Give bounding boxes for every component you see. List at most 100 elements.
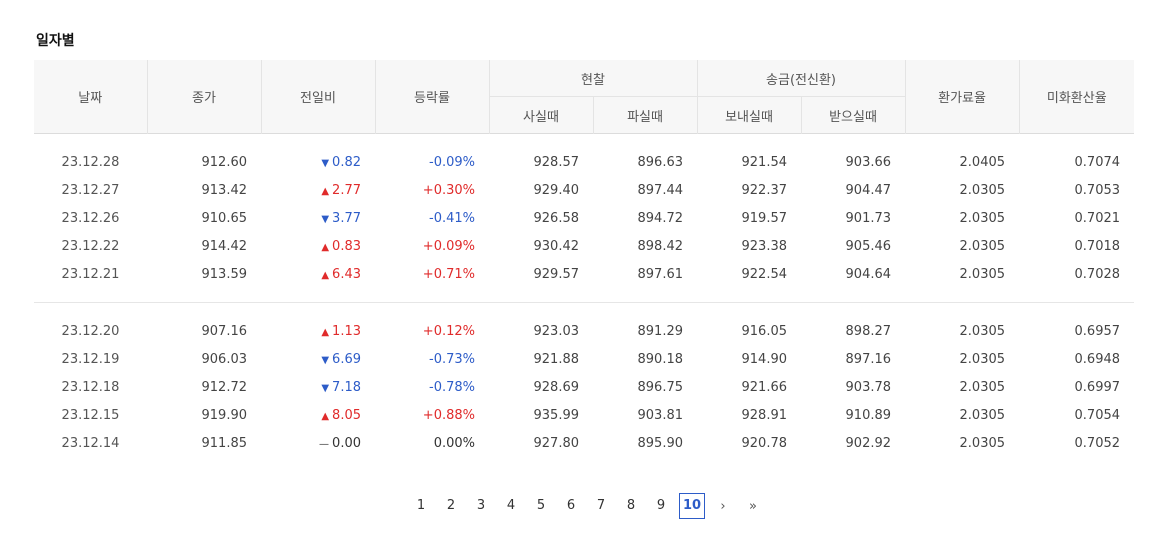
cell-rate: +0.09% — [422, 238, 475, 254]
cell-transfer-receive: 903.66 — [845, 154, 892, 170]
section-title: 일자별 — [36, 33, 75, 49]
col-transfer-group-header: 송금(전신환) — [696, 60, 906, 97]
cell-usd-rate: 0.7021 — [1074, 210, 1121, 226]
cell-change: ▲ 1.13 — [261, 303, 375, 345]
cell-exchange-fee: 2.0305 — [959, 407, 1006, 423]
cell-change: —0.00 — [261, 429, 375, 471]
up-arrow-icon: ▲ — [321, 326, 330, 338]
cell-usd-rate: 0.6997 — [1074, 379, 1121, 395]
cell-date: 23.12.15 — [61, 407, 120, 423]
cell-rate: -0.41% — [429, 210, 475, 226]
cell-cash-sell: 896.75 — [637, 379, 684, 395]
next-page-icon[interactable]: › — [720, 498, 726, 514]
cell-usd-rate: 0.7054 — [1074, 407, 1121, 423]
cell-change: ▼ 7.18 — [261, 373, 375, 401]
cell-exchange-fee: 2.0405 — [959, 154, 1006, 170]
page-1-link[interactable]: 1 — [416, 498, 426, 513]
cell-exchange-fee: 2.0305 — [959, 182, 1006, 198]
cell-change: ▲ 2.77 — [261, 176, 375, 204]
cell-exchange-fee: 2.0305 — [959, 210, 1006, 226]
cell-usd-rate: 0.7053 — [1074, 182, 1121, 198]
cell-close: 913.42 — [201, 182, 248, 198]
cell-transfer-receive: 897.16 — [845, 351, 892, 367]
table-header: 날짜 종가 전일비 등락률 현찰 송금(전신환) 환가료율 미화환산율 사실때 … — [34, 60, 1135, 134]
up-arrow-icon: ▲ — [321, 269, 330, 281]
cell-exchange-fee: 2.0305 — [959, 351, 1006, 367]
down-arrow-icon: ▼ — [321, 382, 330, 394]
cell-date: 23.12.19 — [61, 351, 120, 367]
change-value: 1.13 — [332, 323, 361, 339]
table-body: 23.12.28 912.60 ▼ 0.82 -0.09% 928.57 896.63 921… — [34, 134, 1135, 472]
cell-close: 914.42 — [201, 238, 248, 254]
cell-close: 919.90 — [201, 407, 248, 423]
cell-rate: -0.78% — [429, 379, 475, 395]
change-value: 2.77 — [332, 182, 361, 198]
group-divider — [34, 302, 1135, 303]
cell-exchange-fee: 2.0305 — [959, 266, 1006, 282]
dash-icon: — — [319, 438, 330, 450]
cell-change: ▼ 0.82 — [261, 134, 375, 177]
table-row: 23.12.15 919.90 ▲ 8.05 +0.88% 935.99 903.81 928… — [34, 401, 1134, 429]
down-arrow-icon: ▼ — [321, 213, 330, 225]
change-value: 6.43 — [332, 266, 361, 282]
table-row: 23.12.14 911.85 —0.00 0.00% 927.80 895.90 920.… — [34, 429, 1134, 471]
cell-rate: +0.71% — [422, 266, 475, 282]
down-arrow-icon: ▼ — [321, 157, 330, 169]
col-close-header: 종가 — [146, 60, 261, 134]
up-arrow-icon: ▲ — [321, 410, 330, 422]
cell-cash-sell: 891.29 — [637, 323, 684, 339]
exchange-rate-table: 날짜 종가 전일비 등락률 현찰 송금(전신환) 환가료율 미화환산율 사실때 … — [34, 60, 1135, 472]
page-5-link[interactable]: 5 — [536, 498, 546, 513]
cell-close: 912.72 — [201, 379, 248, 395]
cell-rate: -0.73% — [429, 351, 475, 367]
cell-exchange-fee: 2.0305 — [959, 435, 1006, 451]
down-arrow-icon: ▼ — [321, 354, 330, 366]
col-change-header: 전일비 — [260, 60, 375, 134]
cell-close: 912.60 — [201, 154, 248, 170]
table-row: 23.12.22 914.42 ▲ 0.83 +0.09% 930.42 898.42 923… — [34, 232, 1134, 260]
cell-date: 23.12.21 — [61, 266, 120, 282]
cell-cash-sell: 898.42 — [637, 238, 684, 254]
cell-usd-rate: 0.7028 — [1074, 266, 1121, 282]
cell-close: 910.65 — [201, 210, 248, 226]
page-8-link[interactable]: 8 — [626, 498, 636, 513]
cell-transfer-send: 920.78 — [741, 435, 788, 451]
change-value: 8.05 — [332, 407, 361, 423]
col-cash-buy-header: 사실때 — [488, 96, 593, 134]
col-usd-rate-header: 미화환산율 — [1018, 60, 1135, 134]
cell-rate: +0.12% — [422, 323, 475, 339]
cell-transfer-receive: 902.92 — [845, 435, 892, 451]
page-7-link[interactable]: 7 — [596, 498, 606, 513]
page-10-link[interactable]: 10 — [679, 493, 705, 519]
cell-date: 23.12.27 — [61, 182, 120, 198]
cell-transfer-receive: 904.47 — [845, 182, 892, 198]
change-value: 7.18 — [332, 379, 361, 395]
cell-transfer-receive: 903.78 — [845, 379, 892, 395]
cell-cash-buy: 921.88 — [533, 351, 580, 367]
page-6-link[interactable]: 6 — [566, 498, 576, 513]
cell-usd-rate: 0.6957 — [1074, 323, 1121, 339]
change-value: 3.77 — [332, 210, 361, 226]
page-4-link[interactable]: 4 — [506, 498, 516, 513]
cell-change: ▲ 8.05 — [261, 401, 375, 429]
change-value: 0.83 — [332, 238, 361, 254]
last-page-icon[interactable]: » — [749, 498, 757, 514]
table-row: 23.12.21 913.59 ▲ 6.43 +0.71% 929.57 897.61 922… — [34, 260, 1134, 303]
up-arrow-icon: ▲ — [321, 185, 330, 197]
col-transfer-send-header: 보내실때 — [696, 96, 802, 134]
cell-date: 23.12.18 — [61, 379, 120, 395]
page-9-link[interactable]: 9 — [656, 498, 666, 513]
cell-date: 23.12.28 — [61, 154, 120, 170]
table-row: 23.12.28 912.60 ▼ 0.82 -0.09% 928.57 896.63 921… — [34, 134, 1134, 177]
cell-transfer-receive: 910.89 — [845, 407, 892, 423]
page-3-link[interactable]: 3 — [476, 498, 486, 513]
cell-cash-buy: 928.57 — [533, 154, 580, 170]
cell-date: 23.12.14 — [61, 435, 120, 451]
cell-usd-rate: 0.6948 — [1074, 351, 1121, 367]
pagination: 1 2 3 4 5 6 7 8 9 10 › » — [0, 492, 1174, 520]
page-2-link[interactable]: 2 — [446, 498, 456, 513]
cell-rate: +0.30% — [422, 182, 475, 198]
cell-close: 907.16 — [201, 323, 248, 339]
col-cash-sell-header: 파실때 — [592, 96, 698, 134]
cell-transfer-receive: 905.46 — [845, 238, 892, 254]
